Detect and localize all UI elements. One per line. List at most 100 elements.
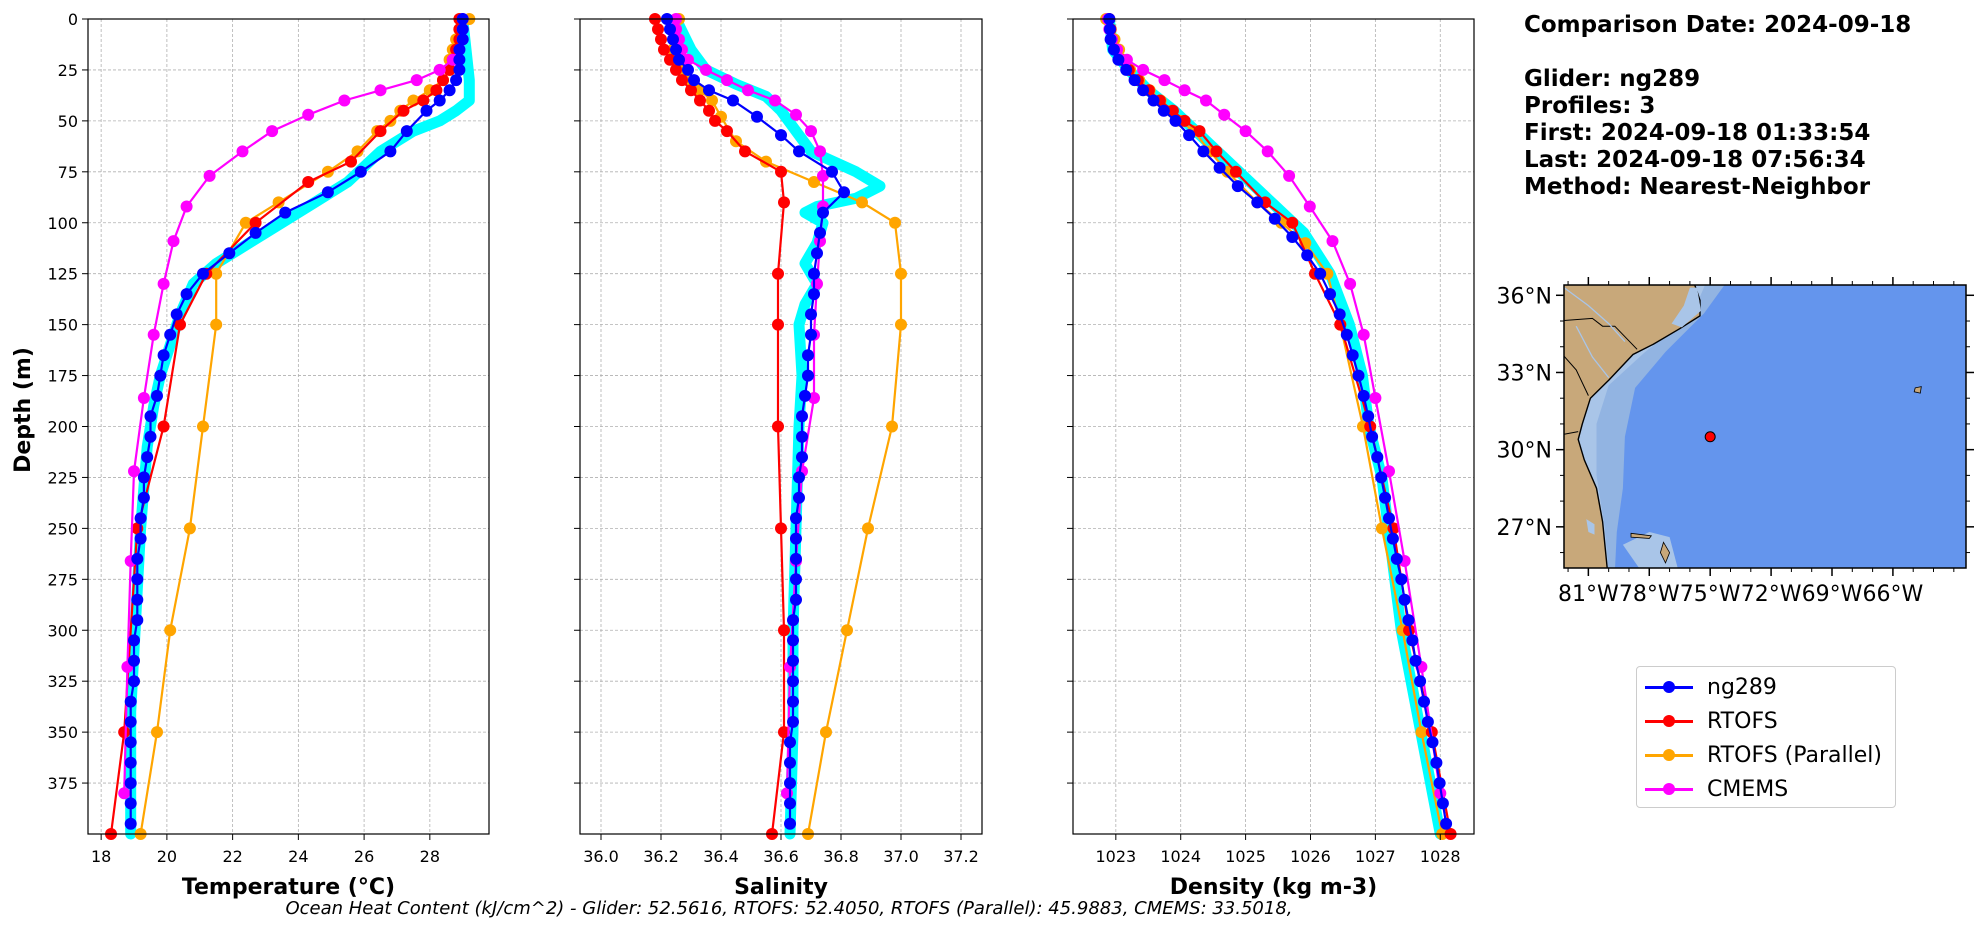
data-point	[1286, 231, 1299, 243]
chart-panel-2: 36.0 36.2 36.4 36.6 36.8 37.0 37.2 Salinity	[574, 13, 983, 900]
data-point	[1157, 104, 1170, 117]
x-tick-label: 37.0	[883, 847, 919, 866]
legend-marker-icon	[1645, 774, 1693, 804]
data-point	[128, 654, 140, 667]
data-point	[164, 624, 177, 637]
data-point	[685, 84, 697, 97]
data-point	[805, 328, 817, 341]
data-point	[1340, 328, 1353, 341]
data-point	[1390, 552, 1403, 565]
data-point	[157, 349, 170, 362]
data-point	[124, 695, 137, 708]
data-point	[1326, 235, 1339, 248]
y-tick-label: 25	[58, 61, 78, 80]
data-point	[790, 108, 802, 121]
y-tick-label: 150	[47, 316, 78, 335]
legend: ng289 RTOFS RTOFS (Parallel) CMEMS	[1636, 666, 1896, 808]
data-point	[787, 614, 799, 627]
data-point	[437, 74, 449, 87]
data-point	[793, 145, 805, 158]
data-point	[203, 169, 216, 182]
data-point	[183, 522, 196, 535]
data-point	[1430, 756, 1443, 769]
data-point	[658, 43, 670, 56]
x-tick-label: 1027	[1355, 847, 1396, 866]
data-point	[778, 726, 790, 739]
data-point	[1147, 94, 1160, 107]
data-point	[895, 318, 907, 331]
data-point	[664, 53, 676, 66]
data-point	[1178, 84, 1191, 97]
profile-count: Profiles: 3	[1524, 93, 1656, 119]
data-point	[1314, 267, 1327, 280]
data-point	[799, 389, 811, 402]
method-text: Method: Nearest-Neighbor	[1524, 174, 1871, 200]
lat-label: 30°N	[1497, 439, 1552, 464]
x-tick-label: 36.2	[643, 847, 679, 866]
data-point	[886, 420, 898, 433]
data-point	[787, 695, 799, 708]
data-point	[1218, 108, 1231, 121]
river	[1564, 287, 1626, 343]
y-tick-label: 100	[47, 214, 78, 233]
lon-label: 72°W	[1741, 582, 1802, 607]
legend-item-rtofs-parallel: RTOFS (Parallel)	[1645, 740, 1882, 770]
data-point	[210, 318, 223, 331]
x-axis-label: Density (kg m-3)	[1170, 875, 1378, 900]
data-point	[781, 787, 793, 800]
data-point	[1386, 532, 1399, 545]
x-tick-label: 28	[420, 847, 440, 866]
data-point	[180, 200, 193, 213]
data-point	[1104, 33, 1117, 46]
data-point	[772, 267, 784, 280]
data-point	[811, 247, 823, 260]
glider-location-marker	[1704, 431, 1716, 443]
data-point	[1371, 451, 1384, 464]
data-point	[384, 145, 397, 158]
data-point	[137, 471, 150, 484]
data-point	[772, 318, 784, 331]
legend-label: CMEMS	[1707, 776, 1789, 802]
ocean-heat-content-caption: Ocean Heat Content (kJ/cm^2) - Glider: 5…	[285, 898, 1293, 919]
data-point	[862, 522, 874, 535]
x-tick-label: 20	[157, 847, 177, 866]
data-point	[151, 726, 163, 739]
y-tick-label: 200	[47, 418, 78, 437]
data-point	[793, 491, 805, 504]
data-point	[889, 216, 901, 229]
data-point	[694, 94, 706, 107]
data-point	[239, 216, 252, 229]
series-rtofs	[649, 13, 790, 840]
data-point	[1366, 430, 1379, 443]
data-point	[1369, 392, 1382, 404]
x-tick-label: 36.6	[763, 847, 799, 866]
data-point	[1344, 277, 1357, 290]
data-point	[410, 74, 423, 87]
data-point	[802, 349, 814, 362]
data-point	[137, 392, 150, 404]
data-point	[805, 308, 817, 321]
data-point	[433, 94, 446, 107]
data-point	[1239, 125, 1252, 138]
data-point	[302, 108, 315, 121]
data-point	[856, 196, 868, 209]
data-point	[1352, 369, 1365, 382]
data-point	[838, 186, 850, 199]
data-point	[790, 552, 802, 565]
data-point	[1301, 249, 1314, 262]
data-point	[1120, 63, 1133, 76]
data-point	[1128, 74, 1141, 87]
x-tick-label: 1023	[1095, 847, 1136, 866]
data-point	[450, 74, 463, 87]
data-point	[420, 104, 433, 117]
data-point	[1210, 145, 1223, 158]
data-point	[676, 74, 688, 87]
data-point	[144, 410, 157, 423]
data-point	[1104, 23, 1116, 36]
data-point	[820, 726, 832, 739]
data-point	[1421, 715, 1434, 728]
data-point	[814, 145, 826, 158]
legend-marker-icon	[1645, 740, 1693, 770]
y-tick-label: 250	[47, 519, 78, 538]
